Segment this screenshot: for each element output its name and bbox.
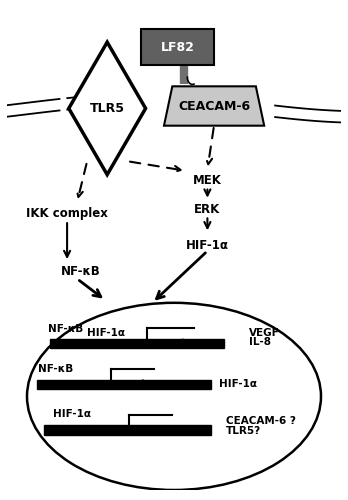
Text: ERK: ERK bbox=[194, 202, 221, 215]
FancyBboxPatch shape bbox=[141, 29, 214, 65]
Polygon shape bbox=[69, 42, 145, 174]
Text: NF-κB: NF-κB bbox=[61, 265, 100, 278]
Text: IL-8: IL-8 bbox=[249, 337, 271, 347]
Text: CEACAM-6 ?: CEACAM-6 ? bbox=[226, 416, 296, 426]
Ellipse shape bbox=[27, 303, 321, 490]
Text: MEK: MEK bbox=[193, 174, 222, 187]
Text: HIF-1α: HIF-1α bbox=[219, 380, 257, 390]
Text: HIF-1α: HIF-1α bbox=[87, 328, 125, 338]
Text: TLR5: TLR5 bbox=[90, 102, 125, 115]
Text: TLR5?: TLR5? bbox=[226, 426, 261, 436]
Polygon shape bbox=[164, 86, 264, 126]
Bar bbox=[50, 339, 224, 348]
Text: LF82: LF82 bbox=[160, 40, 194, 54]
Text: IKK complex: IKK complex bbox=[26, 208, 108, 220]
Bar bbox=[44, 425, 211, 435]
Text: VEGF: VEGF bbox=[249, 328, 280, 338]
Text: CEACAM-6: CEACAM-6 bbox=[178, 100, 250, 112]
Bar bbox=[37, 380, 211, 389]
Text: HIF-1α: HIF-1α bbox=[186, 238, 229, 252]
Text: HIF-1α: HIF-1α bbox=[53, 409, 91, 419]
Text: NF-κB: NF-κB bbox=[48, 324, 83, 334]
Text: NF-κB: NF-κB bbox=[38, 364, 73, 374]
